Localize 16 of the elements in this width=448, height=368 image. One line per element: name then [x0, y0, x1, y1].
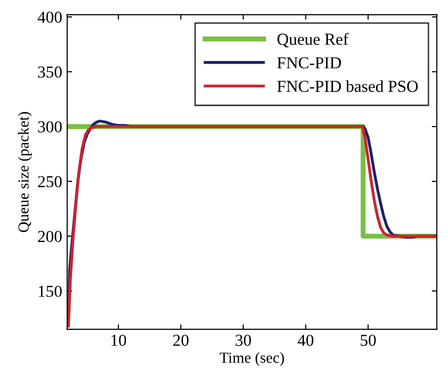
x-axis-title: Time (sec) — [220, 352, 284, 366]
y-axis-title: Queue size (packet) — [18, 112, 32, 232]
x-tick-label: 10 — [112, 334, 126, 346]
y-tick-label: 300 — [38, 121, 62, 132]
x-tick-label: 20 — [173, 334, 189, 346]
x-tick-label: 50 — [360, 334, 376, 346]
y-tick-label: 350 — [38, 66, 62, 78]
legend-label: FNC-PID based PSO — [277, 80, 418, 92]
x-tick-label: 40 — [298, 334, 314, 346]
x-tick-label: 30 — [236, 334, 251, 346]
y-tick-label: 400 — [38, 12, 62, 23]
y-tick-label: 150 — [38, 286, 62, 297]
y-tick-label: 200 — [38, 230, 62, 242]
y-tick-label: 250 — [38, 176, 62, 188]
legend-label: Queue Ref — [277, 32, 349, 48]
legend-label: FNC-PID — [277, 57, 341, 68]
